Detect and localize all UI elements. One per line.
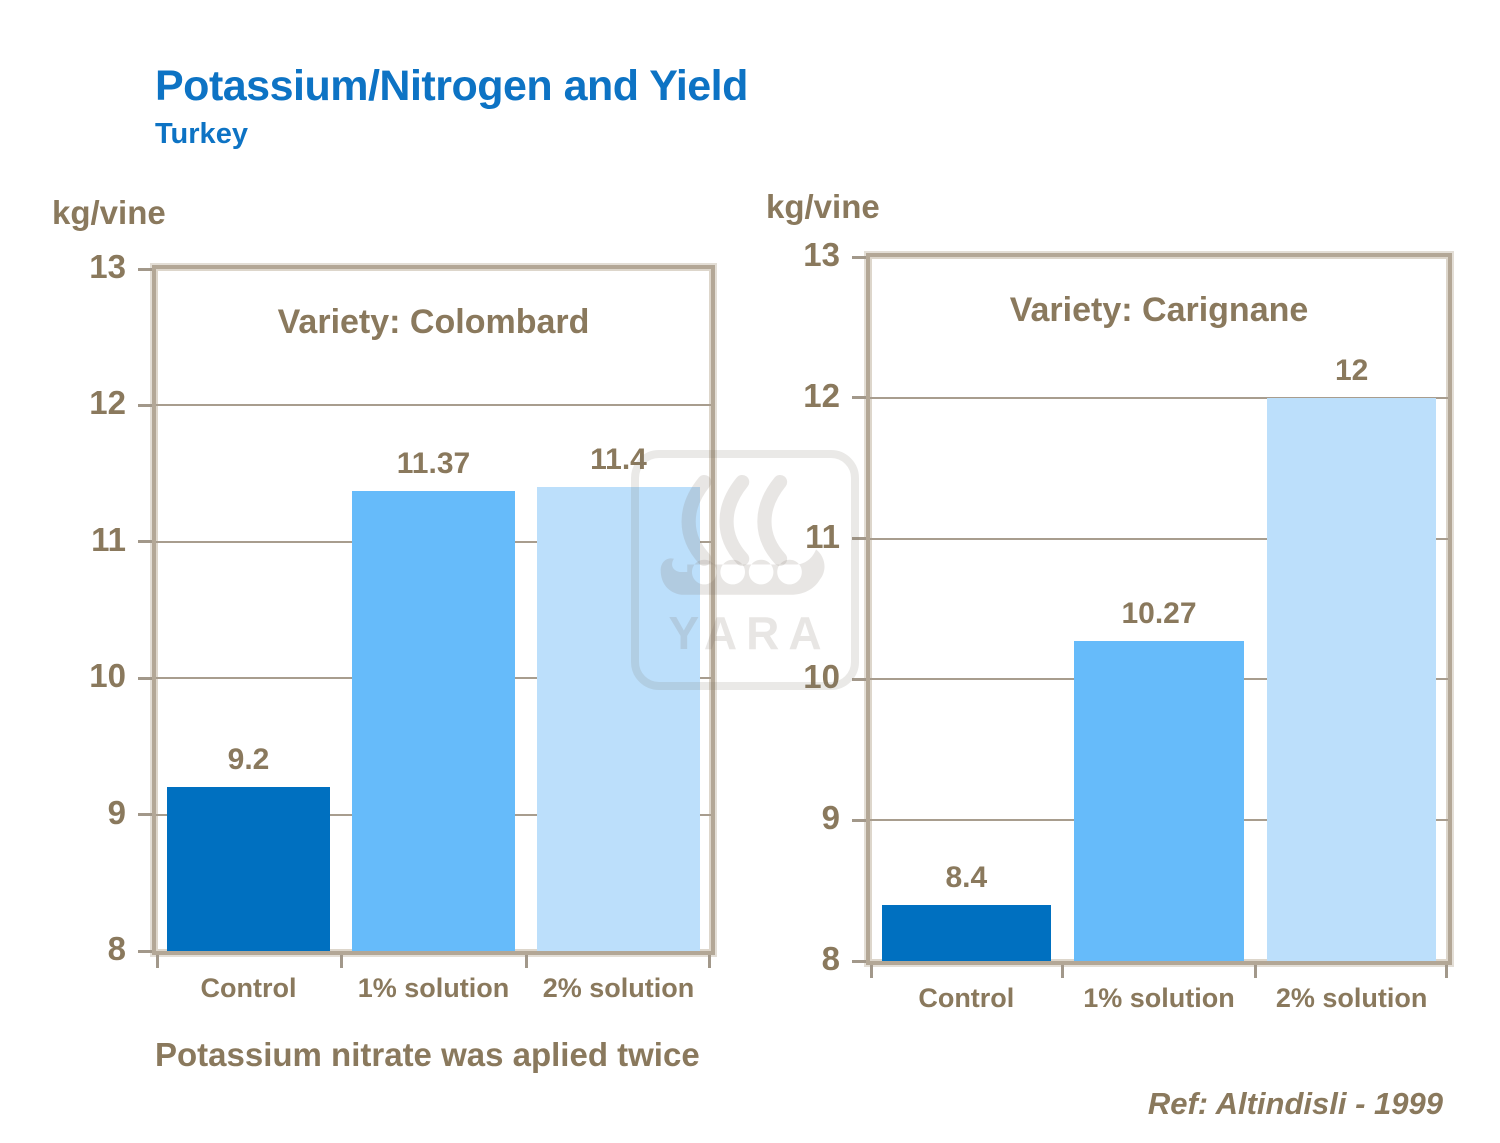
y-tick-label-8: 8: [821, 940, 840, 977]
x-tick-0: [870, 965, 873, 978]
y-tick-label-9: 9: [107, 793, 126, 831]
y-tick-9: [852, 818, 866, 822]
chart-title-carignane: Variety: Carignane: [1009, 291, 1309, 329]
bar-value-label-1: 10.27: [1121, 597, 1197, 631]
bar-value-label-2: 11.4: [590, 443, 647, 477]
y-tick-label-12: 12: [89, 384, 126, 422]
bar-2-solution: [1266, 397, 1437, 961]
x-tick-3: [1445, 965, 1448, 978]
y-tick-label-8: 8: [107, 930, 126, 967]
slide-subtitle: Turkey: [155, 118, 248, 150]
y-tick-label-13: 13: [89, 248, 126, 285]
y-tick-11: [138, 540, 152, 544]
x-category-label-1: 1% solution: [1083, 983, 1235, 1013]
y-tick-10: [138, 676, 152, 680]
chart-plot-colombard: Variety: Colombard 13 12 11 10 9 8 9.2 Control 1…: [89, 248, 715, 1003]
chart-title-colombard: Variety: Colombard: [277, 303, 590, 341]
bar-control: [167, 787, 330, 951]
y-tick-13: [138, 267, 152, 271]
y-tick-label-10: 10: [803, 658, 840, 696]
x-tick-2: [1253, 965, 1257, 978]
y-tick-8: [852, 959, 866, 963]
bar-value-label-0: 8.4: [945, 860, 988, 894]
y-tick-13: [852, 255, 866, 259]
y-tick-label-10: 10: [89, 657, 126, 695]
bar-1-solution: [352, 491, 515, 951]
y-tick-11: [852, 537, 866, 541]
y-tick-9: [138, 813, 152, 817]
y-axis-unit-label-left: kg/vine: [52, 194, 166, 231]
bar-value-label-0: 9.2: [227, 743, 270, 777]
x-tick-3: [708, 955, 711, 968]
y-tick-12: [852, 396, 866, 400]
gridline-11: [870, 537, 1448, 540]
y-tick-8: [138, 949, 152, 953]
y-tick-label-13: 13: [803, 236, 840, 273]
y-tick-12: [138, 403, 152, 407]
gridline-12: [870, 396, 1448, 399]
y-tick-label-11: 11: [91, 520, 126, 558]
slide-title: Potassium/Nitrogen and Yield: [155, 62, 748, 110]
y-tick-label-11: 11: [805, 517, 840, 555]
bar-2-solution: [537, 487, 700, 951]
x-category-label-2: 2% solution: [1275, 983, 1428, 1013]
y-tick-10: [852, 677, 866, 681]
x-category-label-1: 1% solution: [357, 973, 510, 1003]
footnote: Potassium nitrate was aplied twice: [155, 1036, 700, 1073]
y-axis-unit-label-right: kg/vine: [766, 188, 880, 225]
bar-value-label-1: 11.37: [396, 447, 471, 481]
bar-value-label-2: 12: [1334, 353, 1369, 387]
x-category-label-0: Control: [200, 973, 297, 1003]
chart-plot-carignane: Variety: Carignane 13 12 11 10 9 8 8.4 Control 1…: [803, 236, 1452, 1013]
x-tick-0: [156, 955, 159, 968]
x-tick-2: [524, 955, 528, 968]
x-tick-1: [339, 955, 343, 968]
y-tick-label-9: 9: [821, 799, 840, 837]
x-category-label-0: Control: [918, 983, 1015, 1013]
x-category-label-2: 2% solution: [542, 973, 695, 1003]
gridline-12: [156, 404, 711, 407]
x-tick-1: [1061, 965, 1065, 978]
bar-1-solution: [1074, 641, 1244, 961]
y-tick-label-12: 12: [803, 376, 840, 414]
bar-control: [881, 904, 1052, 961]
reference: Ref: Altindisli - 1999: [1147, 1086, 1443, 1121]
